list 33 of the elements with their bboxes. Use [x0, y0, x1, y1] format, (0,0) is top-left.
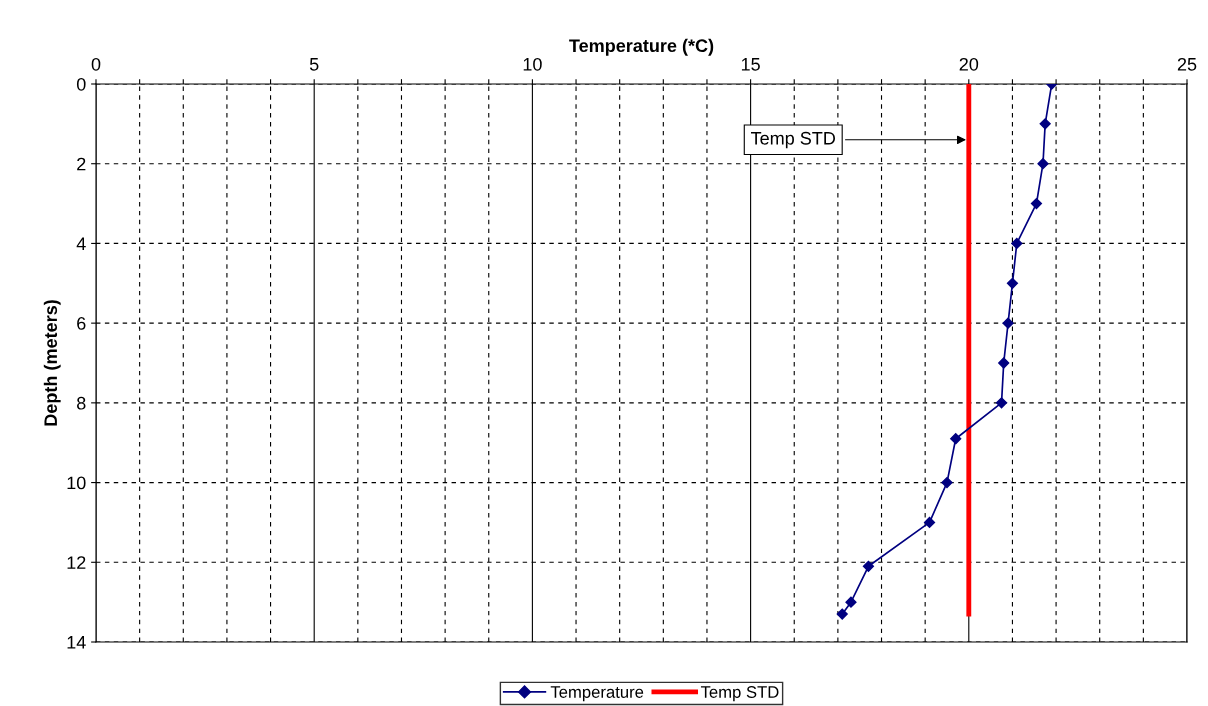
- x-tick-label: 25: [1177, 57, 1197, 71]
- y-tick-label: 6: [77, 317, 86, 330]
- legend-label: Temperature: [550, 686, 644, 702]
- point: [941, 476, 953, 489]
- legend-label: Temp STD: [700, 686, 779, 702]
- y-tick-label: 10: [67, 476, 86, 490]
- point: [1002, 317, 1014, 329]
- point: [998, 357, 1010, 369]
- x-tick-label: 0: [91, 57, 101, 71]
- y-axis-title: Depth (meters): [43, 300, 61, 426]
- point: [923, 516, 936, 529]
- point: [1030, 197, 1043, 210]
- point: [1037, 158, 1049, 170]
- y-tick-label: 12: [67, 556, 86, 569]
- y-tick-label: 14: [67, 636, 86, 649]
- x-tick-label: 5: [309, 58, 319, 71]
- x-tick-label: 10: [523, 57, 542, 71]
- annotation: Temp STD: [751, 131, 836, 149]
- y-tick-label: 2: [77, 157, 86, 171]
- point: [950, 433, 962, 445]
- point: [836, 608, 848, 620]
- point: [845, 596, 857, 608]
- y-tick-label: 0: [76, 77, 86, 91]
- point: [1039, 118, 1051, 130]
- y-tick-label: 8: [77, 396, 86, 410]
- y-tick-label: 4: [76, 237, 86, 250]
- point: [1006, 277, 1019, 289]
- x-tick-label: 15: [741, 58, 760, 71]
- point: [1011, 237, 1023, 250]
- x-axis-title: Temperature (*C): [569, 38, 714, 56]
- point: [862, 560, 875, 572]
- x-tick-label: 20: [959, 57, 979, 71]
- point: [995, 397, 1008, 409]
